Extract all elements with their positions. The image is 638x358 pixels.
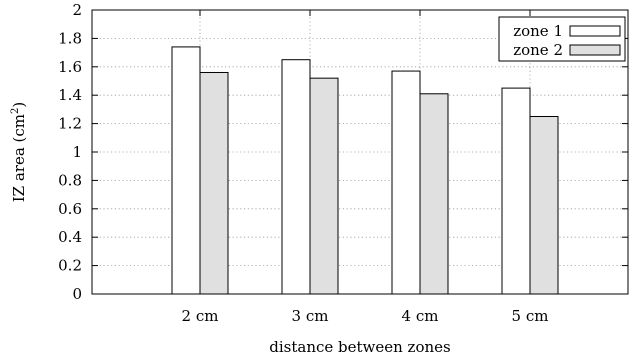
- y-tick-label: 1.4: [58, 86, 82, 104]
- bar-zone-1-5cm: [501, 87, 531, 295]
- legend-label-zone-1: zone 1: [513, 22, 563, 40]
- x-tick-label: 2 cm: [182, 307, 219, 325]
- bar-zone-1-3cm: [281, 59, 311, 295]
- y-tick-label: 1.8: [58, 29, 82, 47]
- legend: zone 1 zone 2: [498, 16, 626, 62]
- x-tick-label: 3 cm: [292, 307, 329, 325]
- y-axis-ticks: 0 0.2 0.4 0.6 0.8 1 1.2 1.4 1.6 1.8 2: [58, 1, 628, 303]
- y-tick-label: 2: [72, 1, 82, 19]
- legend-swatch-zone-1: [569, 25, 621, 37]
- y-tick-label: 0: [72, 285, 82, 303]
- bars: [171, 46, 559, 295]
- y-tick-label: 1: [72, 143, 82, 161]
- x-axis-label: distance between zones: [269, 338, 450, 356]
- x-tick-label: 4 cm: [402, 307, 439, 325]
- y-tick-label: 1.6: [58, 58, 82, 76]
- y-tick-label: 0.8: [58, 171, 82, 189]
- y-tick-label: 0.2: [58, 257, 82, 275]
- x-tick-label: 5 cm: [512, 307, 549, 325]
- bar-zone-1-4cm: [391, 70, 421, 295]
- legend-label-zone-2: zone 2: [513, 41, 563, 59]
- bar-zone-2-5cm: [529, 116, 559, 295]
- bar-zone-1-2cm: [171, 46, 201, 295]
- y-tick-label: 0.6: [58, 200, 82, 218]
- y-tick-label: 1.2: [58, 115, 82, 133]
- y-axis-label: IZ area (cm2): [10, 102, 28, 203]
- legend-swatch-zone-2: [569, 44, 621, 56]
- bar-zone-2-2cm: [199, 71, 229, 295]
- bar-zone-2-3cm: [309, 77, 339, 295]
- bar-zone-2-4cm: [419, 93, 449, 295]
- x-axis-ticks: 2 cm 3 cm 4 cm 5 cm: [182, 10, 549, 325]
- y-tick-label: 0.4: [58, 228, 82, 246]
